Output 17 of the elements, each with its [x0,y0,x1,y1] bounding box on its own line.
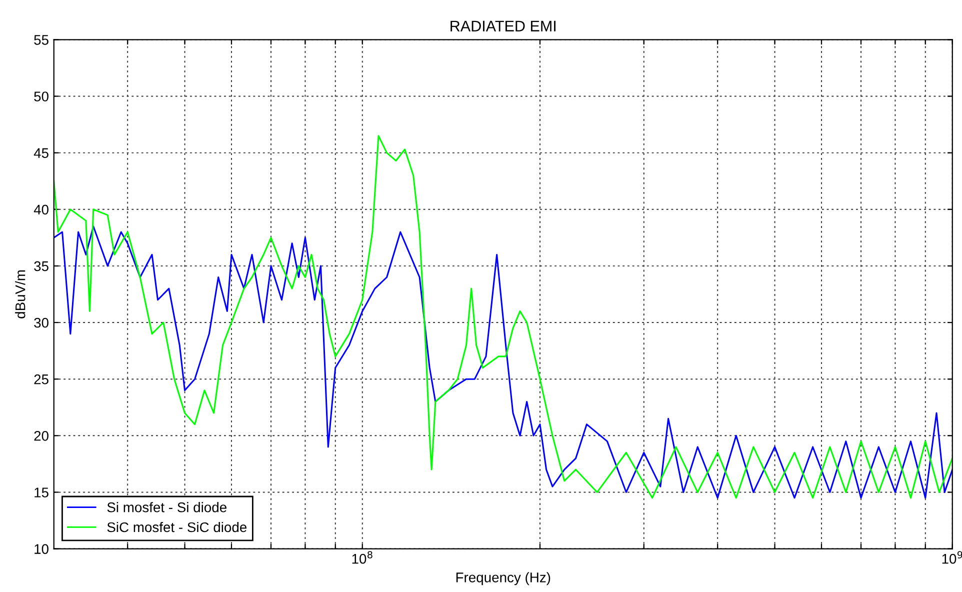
y-tick-label: 45 [34,148,48,158]
y-tick-label: 15 [34,488,48,498]
y-tick-label: 25 [34,374,48,384]
x-tick-label: 10$^{9}$ [942,551,962,564]
y-tick-label: 30 [34,318,48,328]
y-tick-label: 20 [34,430,48,441]
chart-title: RADIATED EMI [450,20,556,32]
legend-label: Si mosfet - Si diode [107,502,226,512]
y-tick-label: 10 [34,544,48,554]
y-tick-label: 35 [34,261,48,272]
y-axis-title: dBuV/m [15,270,26,318]
x-tick-label: 10$^{8}$ [352,551,372,564]
y-tick-label: 50 [34,92,48,102]
y-tick-label: 40 [34,204,48,215]
x-axis-title: Frequency (Hz) [456,572,550,586]
legend-label: SiC mosfet - SiC diode [107,522,247,532]
y-tick-label: 55 [34,35,48,45]
